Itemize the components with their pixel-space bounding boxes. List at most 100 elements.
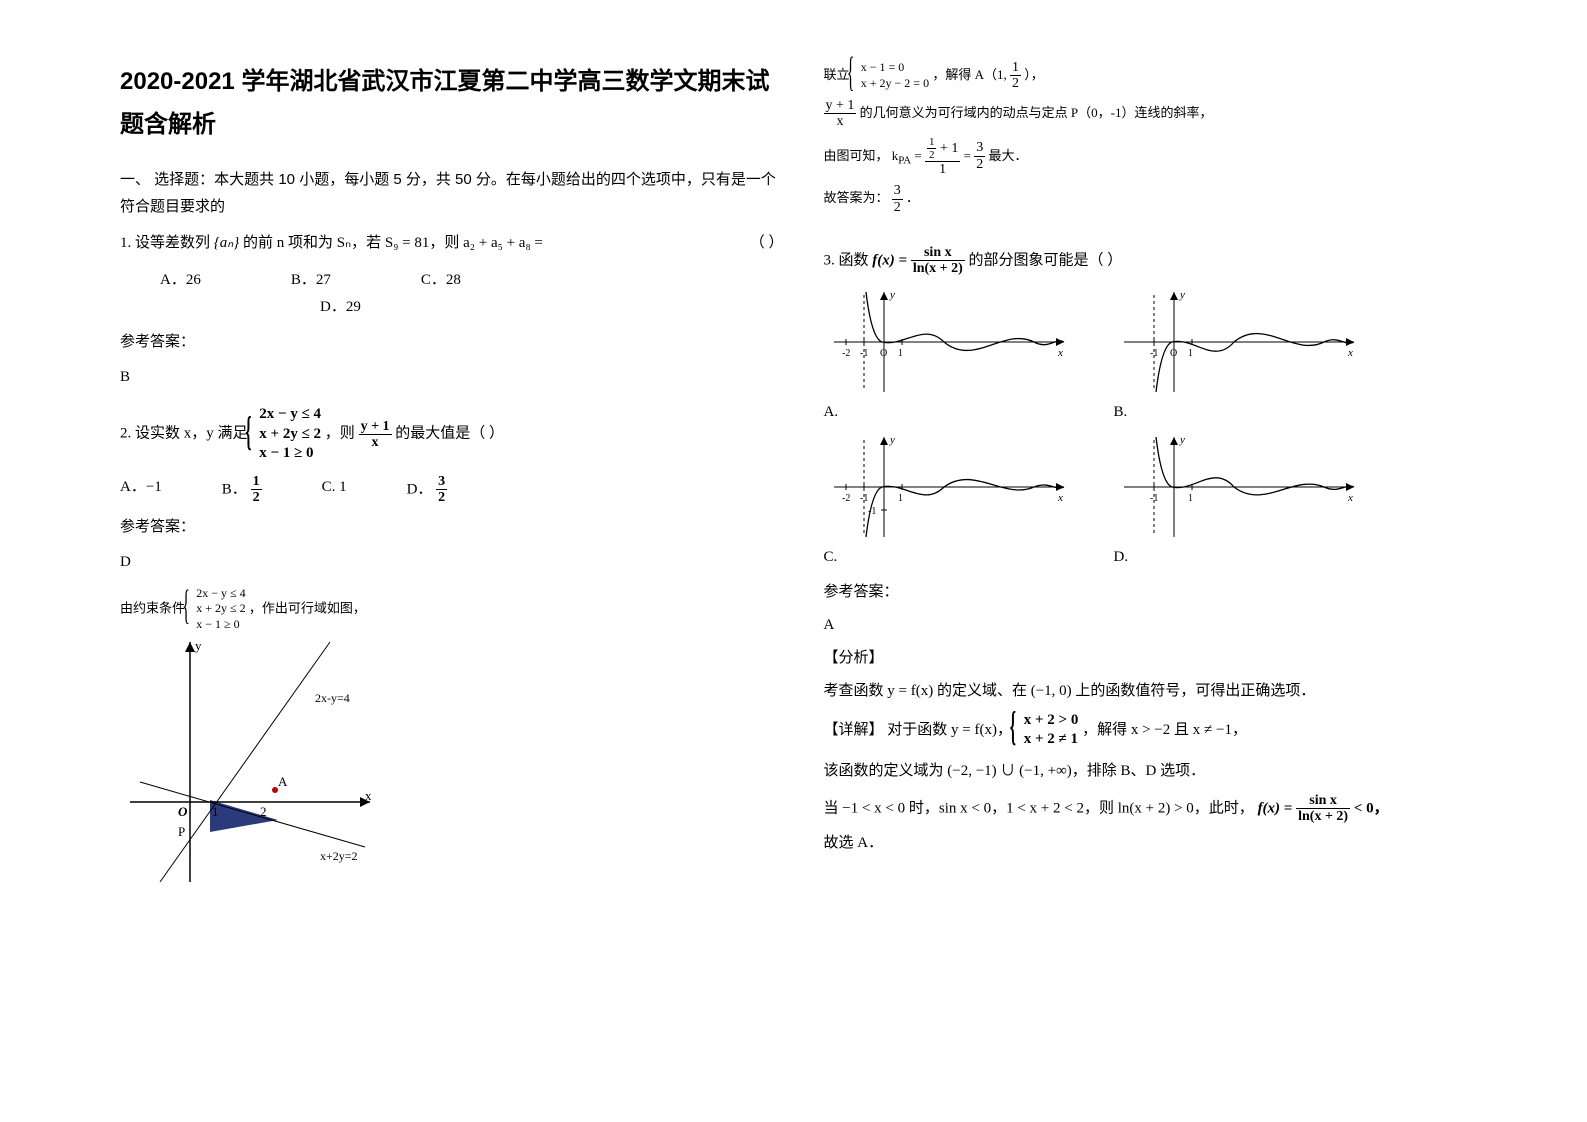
right-column: 联立 x − 1 = 0 x + 2y − 2 = 0 ，解得 A（1, 1 2… <box>804 60 1508 1082</box>
q3-chart-a: xy-2-1O1 <box>824 287 1074 397</box>
q1-answer: B <box>120 364 784 391</box>
analysis-label: 【分析】 <box>824 645 1488 672</box>
q2-right-geo: y + 1 x 的几何意义为可行域内的动点与定点 P（0，-1）连线的斜率， <box>824 98 1488 130</box>
q1-opt-c: C．28 <box>421 267 461 294</box>
svg-text:P: P <box>178 824 185 839</box>
svg-text:y: y <box>1179 434 1185 446</box>
q2-right-k: 由图可知， kPA = 1 2 + 1 1 = 3 2 最大． <box>824 136 1488 178</box>
svg-text:-1: -1 <box>1150 348 1158 359</box>
q3-det-fd: ln(x + 2) <box>1296 809 1350 824</box>
q3-label-b: B. <box>1114 399 1364 426</box>
svg-text:x: x <box>1057 492 1063 504</box>
q2-opt-d-frac: 3 2 <box>436 474 447 506</box>
q2-right-sol-1: 联立 x − 1 = 0 x + 2y − 2 = 0 ，解得 A（1, 1 2… <box>824 60 1488 92</box>
q2-k-den: 1 <box>925 162 960 177</box>
q2-system: 2x − y ≤ 4 x + 2y ≤ 2 x − 1 ≥ 0 <box>251 405 321 464</box>
q2-options: A．−1 B． 1 2 C. 1 D． 3 2 <box>120 474 784 506</box>
q3-stem-a: 3. 函数 <box>824 252 873 268</box>
section-heading: 一、 选择题：本大题共 10 小题，每小题 5 分，共 50 分。在每小题给出的… <box>120 166 784 220</box>
q3-det-f: 故选 A． <box>824 830 1488 857</box>
q2-k-bign: 1 2 + 1 <box>925 136 960 162</box>
q3-ds-1: x + 2 > 0 <box>1024 711 1079 731</box>
q3-det-frac: sin x ln(x + 2) <box>1296 793 1350 825</box>
q2-sol-sys-1: 2x − y ≤ 4 <box>196 586 245 602</box>
q3-detail-line1: 【详解】 对于函数 y = f(x)， x + 2 > 0 x + 2 ≠ 1 … <box>824 711 1488 750</box>
q2-r-sys: x − 1 = 0 x + 2y − 2 = 0 <box>853 60 929 91</box>
q2-opt-d-pre: D． <box>407 481 433 497</box>
svg-text:O: O <box>178 804 188 819</box>
q2-opt-a: A．−1 <box>120 474 162 506</box>
svg-text:O: O <box>880 348 887 359</box>
q2-opt-b-n: 1 <box>251 474 262 490</box>
svg-text:1: 1 <box>1188 493 1193 504</box>
q2-stem-a: 2. 设实数 x，y 满足 <box>120 426 251 442</box>
q2-k-tail: 最大． <box>988 147 1027 162</box>
q2-k-rn: 3 <box>974 140 985 156</box>
q2-sol-sys-2: x + 2y ≤ 2 <box>196 601 245 617</box>
q2-r-sys-1: x − 1 = 0 <box>861 60 929 76</box>
svg-text:1: 1 <box>898 348 903 359</box>
svg-text:-2: -2 <box>842 348 850 359</box>
q2-sys-2: x + 2y ≤ 2 <box>259 425 321 445</box>
question-3: 3. 函数 f(x) = sin x ln(x + 2) 的部分图象可能是（ ） <box>824 245 1488 277</box>
q3-cell-c: xy-2-11-1 C. <box>824 432 1074 571</box>
q2-fin-b: ． <box>906 190 919 205</box>
svg-text:y: y <box>1179 289 1185 301</box>
q2-k-equals-2: = <box>964 147 975 162</box>
left-column: 2020-2021 学年湖北省武汉市江夏第二中学高三数学文期末试题含解析 一、 … <box>100 60 804 1082</box>
q2-geo-d: x <box>824 114 857 129</box>
q3-cell-a: xy-2-1O1 A. <box>824 287 1074 426</box>
q2-r-c: ）， <box>1024 67 1044 82</box>
q2-geo-txt: 的几何意义为可行域内的动点与定点 P（0，-1）连线的斜率， <box>860 105 1213 120</box>
q2-frac-d: x <box>359 435 392 450</box>
q3-det-sys: x + 2 > 0 x + 2 ≠ 1 <box>1016 711 1079 750</box>
svg-text:2: 2 <box>260 804 267 819</box>
q3-answer: A <box>824 612 1488 639</box>
q2-k-a: 由图可知， <box>824 147 889 162</box>
q2-fin-a: 故答案为： <box>824 190 889 205</box>
svg-text:x: x <box>1057 347 1063 359</box>
q2-sys-1: 2x − y ≤ 4 <box>259 405 321 425</box>
q2-sol-sys: 2x − y ≤ 4 x + 2y ≤ 2 x − 1 ≥ 0 <box>188 586 245 633</box>
q1-stem-b: 的前 n 项和为 Sₙ，若 S₉ = 81，则 a₂ + a₅ + a₈ = <box>243 235 543 251</box>
q3-det-func-pre: f(x) = <box>1258 800 1297 816</box>
q1-seq: {aₙ} <box>214 235 239 251</box>
q1-paren: （ ） <box>750 230 784 257</box>
q3-det-fn: sin x <box>1296 793 1350 809</box>
q3-func-d: ln(x + 2) <box>911 261 965 276</box>
q2-sys-3: x − 1 ≥ 0 <box>259 444 321 464</box>
q2-sol-sys-3: x − 1 ≥ 0 <box>196 617 245 633</box>
q3-det-d: 当 −1 < x < 0 时，sin x < 0，1 < x + 2 < 2，则… <box>824 800 1254 816</box>
page: 2020-2021 学年湖北省武汉市江夏第二中学高三数学文期末试题含解析 一、 … <box>0 0 1587 1122</box>
q2-k-res: 3 2 <box>974 140 985 172</box>
q3-label-a: A. <box>824 399 1074 426</box>
q2-stem-b: ，则 <box>325 426 359 442</box>
q2-k-equals: = <box>914 147 925 162</box>
q3-det-e: < 0， <box>1354 800 1389 816</box>
q2-sol-b: ，作出可行域如图， <box>249 600 366 615</box>
q3-det-b: ，解得 x > −2 且 x ≠ −1， <box>1082 722 1247 738</box>
q1-options: A．26 B．27 C．28 <box>160 267 784 294</box>
q1-stem-a: 1. 设等差数列 <box>120 235 210 251</box>
q2-fin-n: 3 <box>892 183 903 199</box>
feasible-region-chart: 2x-y=4x+2y=2yxOP12A <box>120 632 380 892</box>
q2-r-b: ，解得 A（1, <box>932 67 1010 82</box>
q2-fin-d: 2 <box>892 200 903 215</box>
q3-chart-d: xy-11 <box>1114 432 1364 542</box>
q2-opt-b: B． 1 2 <box>222 474 262 506</box>
q1-opt-a: A．26 <box>160 267 201 294</box>
q3-det-a: 对于函数 y = f(x)， <box>887 722 1012 738</box>
doc-title: 2020-2021 学年湖北省武汉市江夏第二中学高三数学文期末试题含解析 <box>120 60 784 146</box>
q3-row-2: xy-2-11-1 C. xy-11 D. <box>824 432 1488 571</box>
q2-fin-frac: 3 2 <box>892 183 903 215</box>
q2-r-frac1: 1 2 <box>1010 60 1021 92</box>
svg-text:A: A <box>278 774 288 789</box>
svg-text:2x-y=4: 2x-y=4 <box>315 691 350 705</box>
q2-opt-b-d: 2 <box>251 490 262 505</box>
q2-opt-d: D． 3 2 <box>407 474 448 506</box>
q2-sol-a: 由约束条件 <box>120 600 188 615</box>
svg-text:1: 1 <box>898 493 903 504</box>
svg-text:y: y <box>889 434 895 446</box>
answer-label-3: 参考答案： <box>824 579 1488 606</box>
q2-opt-d-n: 3 <box>436 474 447 490</box>
